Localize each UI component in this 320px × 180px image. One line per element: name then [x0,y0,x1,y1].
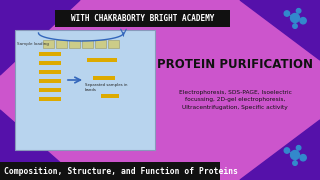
Circle shape [296,8,301,13]
FancyBboxPatch shape [39,61,61,64]
FancyBboxPatch shape [15,30,155,150]
Polygon shape [0,110,80,180]
Text: Sample loading: Sample loading [17,42,49,46]
FancyBboxPatch shape [101,94,119,98]
FancyBboxPatch shape [56,40,67,48]
Text: WITH CHAKRABORTY BRIGHT ACADEMY: WITH CHAKRABORTY BRIGHT ACADEMY [71,14,214,23]
FancyBboxPatch shape [39,97,61,100]
FancyBboxPatch shape [43,40,54,48]
Circle shape [284,11,290,16]
Text: Composition, Structure, and Function of Proteins: Composition, Structure, and Function of … [4,166,238,176]
Circle shape [293,24,297,28]
Text: Separated samples in
bands: Separated samples in bands [85,83,127,92]
FancyBboxPatch shape [39,88,61,91]
Text: PROTEIN PURIFICATION: PROTEIN PURIFICATION [157,58,313,71]
FancyBboxPatch shape [93,76,115,80]
Circle shape [284,148,290,153]
Polygon shape [240,0,320,60]
FancyBboxPatch shape [39,79,61,82]
FancyBboxPatch shape [0,162,220,180]
Circle shape [291,150,300,159]
Circle shape [300,155,306,161]
FancyBboxPatch shape [95,40,106,48]
Text: Electrophoresis, SDS-PAGE, Isoelectric
focussing, 2D-gel electrophoresis,
Ultrac: Electrophoresis, SDS-PAGE, Isoelectric f… [179,90,292,110]
FancyBboxPatch shape [82,40,93,48]
FancyBboxPatch shape [87,58,117,62]
Circle shape [293,161,297,165]
Polygon shape [240,120,320,180]
Circle shape [291,14,300,22]
FancyBboxPatch shape [69,40,80,48]
FancyBboxPatch shape [39,52,61,55]
FancyBboxPatch shape [39,70,61,73]
Circle shape [296,146,301,150]
FancyBboxPatch shape [108,40,119,48]
FancyBboxPatch shape [55,10,230,27]
Polygon shape [0,0,80,75]
Circle shape [300,17,306,24]
